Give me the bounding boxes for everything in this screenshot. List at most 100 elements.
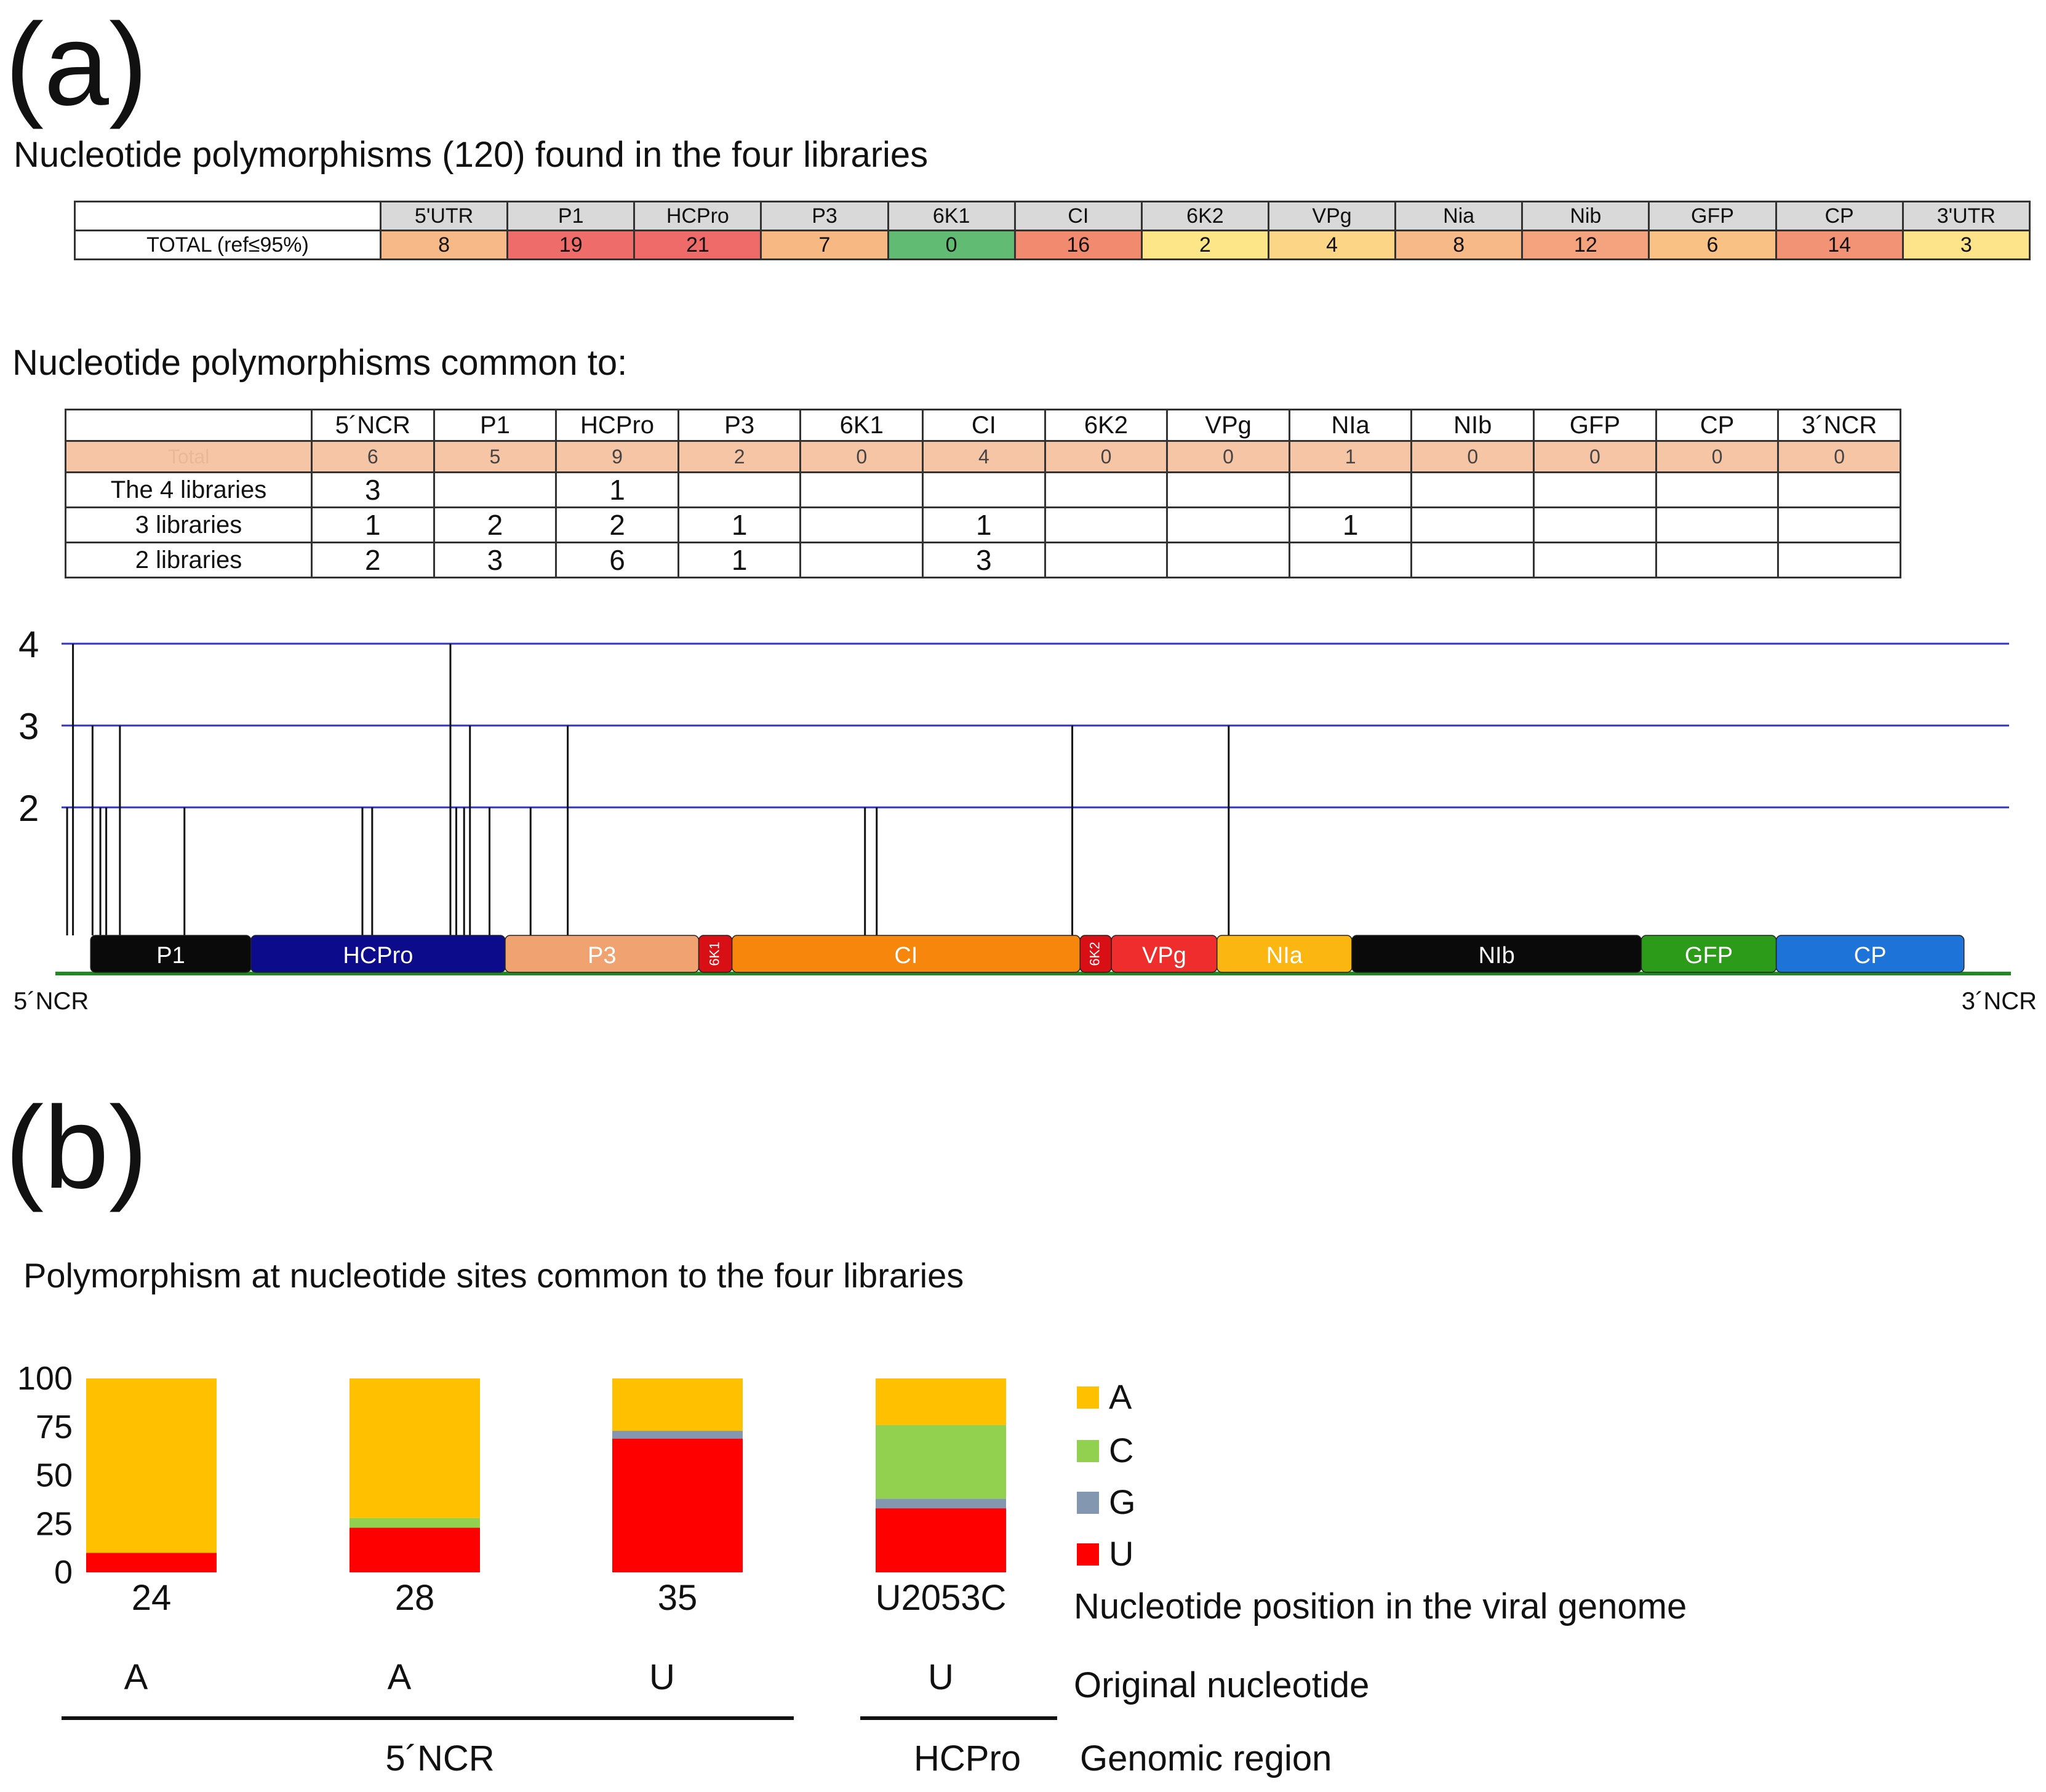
- table2-cell: [922, 471, 1046, 508]
- table2-header-6: 6K2: [1044, 409, 1169, 442]
- original-nucleotide: A: [388, 1657, 412, 1697]
- table2-cell: [1044, 542, 1169, 578]
- table2-cell: 1: [677, 542, 802, 578]
- table2-header-5: CI: [922, 409, 1046, 442]
- table2-total-6: 0: [1044, 440, 1169, 473]
- table1-value-10: 6: [1648, 230, 1777, 260]
- table2-cell: [1044, 506, 1169, 543]
- table1-value-7: 4: [1267, 230, 1397, 260]
- table2-header-3: P3: [677, 409, 802, 442]
- table2-cell: [1410, 506, 1535, 543]
- table2-total-12: 0: [1777, 440, 1901, 473]
- table1-value-2: 21: [633, 230, 762, 260]
- table1-header-9: Nib: [1521, 201, 1650, 231]
- table2-cell: [1777, 471, 1901, 508]
- table2-cell: 2: [555, 506, 679, 543]
- gene-label: NIa: [1266, 943, 1303, 969]
- table2-cell: 2: [311, 542, 435, 578]
- table2-header-12: 3´NCR: [1777, 409, 1901, 442]
- legend-swatch-c: [1077, 1440, 1099, 1462]
- table1-header-1: P1: [506, 201, 636, 231]
- gene-label: CP: [1854, 943, 1887, 969]
- y-tick-2: 2: [18, 788, 39, 829]
- table2-header-11: CP: [1655, 409, 1780, 442]
- region-hcpro: HCPro: [914, 1738, 1021, 1778]
- table1-header-12: 3'UTR: [1901, 201, 2031, 231]
- y-tick-label: 0: [54, 1554, 73, 1591]
- table2-total-7: 0: [1166, 440, 1290, 473]
- table2-cell: 1: [677, 506, 802, 543]
- table2-total-label: Total: [65, 440, 313, 473]
- bar-segment-u: [876, 1508, 1006, 1572]
- bar-segment-u: [86, 1553, 217, 1572]
- original-nucleotide: A: [124, 1657, 148, 1697]
- y-tick-label: 50: [36, 1457, 73, 1494]
- table2-cell: 2: [433, 506, 557, 543]
- table2-cell: 1: [922, 506, 1046, 543]
- table1-header-4: 6K1: [887, 201, 1016, 231]
- x-axis-title: Nucleotide position in the viral genome: [1074, 1586, 1687, 1626]
- table1-value-3: 7: [760, 230, 889, 260]
- category-label: 24: [132, 1578, 172, 1618]
- legend-swatch-u: [1077, 1543, 1099, 1566]
- legend-label-g: G: [1109, 1482, 1136, 1521]
- table2-cell: [1044, 471, 1169, 508]
- table2-total-1: 5: [433, 440, 557, 473]
- table2-row-label: The 4 libraries: [65, 471, 313, 508]
- table1-header-11: CP: [1775, 201, 1904, 231]
- table2-header-8: NIa: [1288, 409, 1413, 442]
- bar-segment-c: [876, 1425, 1006, 1499]
- table1-row-label: TOTAL (ref≤95%): [74, 230, 382, 260]
- table1-header-3: P3: [760, 201, 889, 231]
- bar-segment-a: [350, 1378, 480, 1518]
- table2-header-7: VPg: [1166, 409, 1290, 442]
- table1-title: Nucleotide polymorphisms (120) found in …: [14, 135, 929, 175]
- table1-value-1: 19: [506, 230, 636, 260]
- table2-cell: 3: [433, 542, 557, 578]
- table2-row: 3 libraries 1 2 2 1 1 1: [65, 506, 1901, 543]
- table2-header-row: 5´NCR P1 HCPro P3 6K1 CI 6K2 VPg NIa NIb GFP CP 3´NC…: [65, 409, 1901, 442]
- y-tick-label: 75: [36, 1409, 73, 1446]
- table2-total-row: Total 6 5 9 2 0 4 0 0 1 0 0 0 0: [65, 440, 1901, 473]
- original-nucleotide-label: Original nucleotide: [1074, 1665, 1369, 1705]
- table2-row: The 4 libraries 3 1: [65, 471, 1901, 508]
- original-nucleotide: U: [649, 1657, 675, 1697]
- category-label: 35: [658, 1578, 698, 1618]
- table1-value-8: 8: [1394, 230, 1524, 260]
- table2-cell: 6: [555, 542, 679, 578]
- table2-cell: [1777, 506, 1901, 543]
- table2-cell: 3: [922, 542, 1046, 578]
- table2-total-3: 2: [677, 440, 802, 473]
- y-tick-label: 100: [17, 1360, 73, 1397]
- table2-cell: 3: [311, 471, 435, 508]
- table2-cell: [1655, 506, 1780, 543]
- bar-segment-g: [876, 1498, 1006, 1509]
- table2-total-4: 0: [799, 440, 924, 473]
- table2-row: 2 libraries 2 3 6 1 3: [65, 542, 1901, 578]
- table1-value-0: 8: [379, 230, 509, 260]
- panel-b-label: (b): [5, 1082, 148, 1213]
- table2-row-label: 2 libraries: [65, 542, 313, 578]
- original-nucleotide: U: [928, 1657, 954, 1697]
- table2-cell: [1533, 506, 1657, 543]
- chart-title: Polymorphism at nucleotide sites common …: [23, 1256, 964, 1295]
- table1-header-0: 5'UTR: [379, 201, 509, 231]
- stacked-bar-chart: 100755025024A28A35UU2053CUACGUNucleotide…: [17, 1360, 1687, 1778]
- legend-label-c: C: [1109, 1431, 1133, 1470]
- bar-segment-a: [876, 1378, 1006, 1425]
- table2-total-11: 0: [1655, 440, 1780, 473]
- table2-cell: [1655, 471, 1780, 508]
- legend-label-a: A: [1109, 1377, 1132, 1416]
- bar-segment-g: [612, 1431, 743, 1439]
- table2-cell: [1533, 471, 1657, 508]
- table1-header-6: 6K2: [1140, 201, 1269, 231]
- table2-header-10: GFP: [1533, 409, 1657, 442]
- category-label: U2053C: [876, 1578, 1007, 1618]
- legend-swatch-g: [1077, 1492, 1099, 1514]
- table1-value-9: 12: [1521, 230, 1650, 260]
- table2-cell: [1410, 471, 1535, 508]
- table2-cell: [1533, 542, 1657, 578]
- table1-header-2: HCPro: [633, 201, 762, 231]
- table1-value-5: 16: [1013, 230, 1143, 260]
- table2-header-9: NIb: [1410, 409, 1535, 442]
